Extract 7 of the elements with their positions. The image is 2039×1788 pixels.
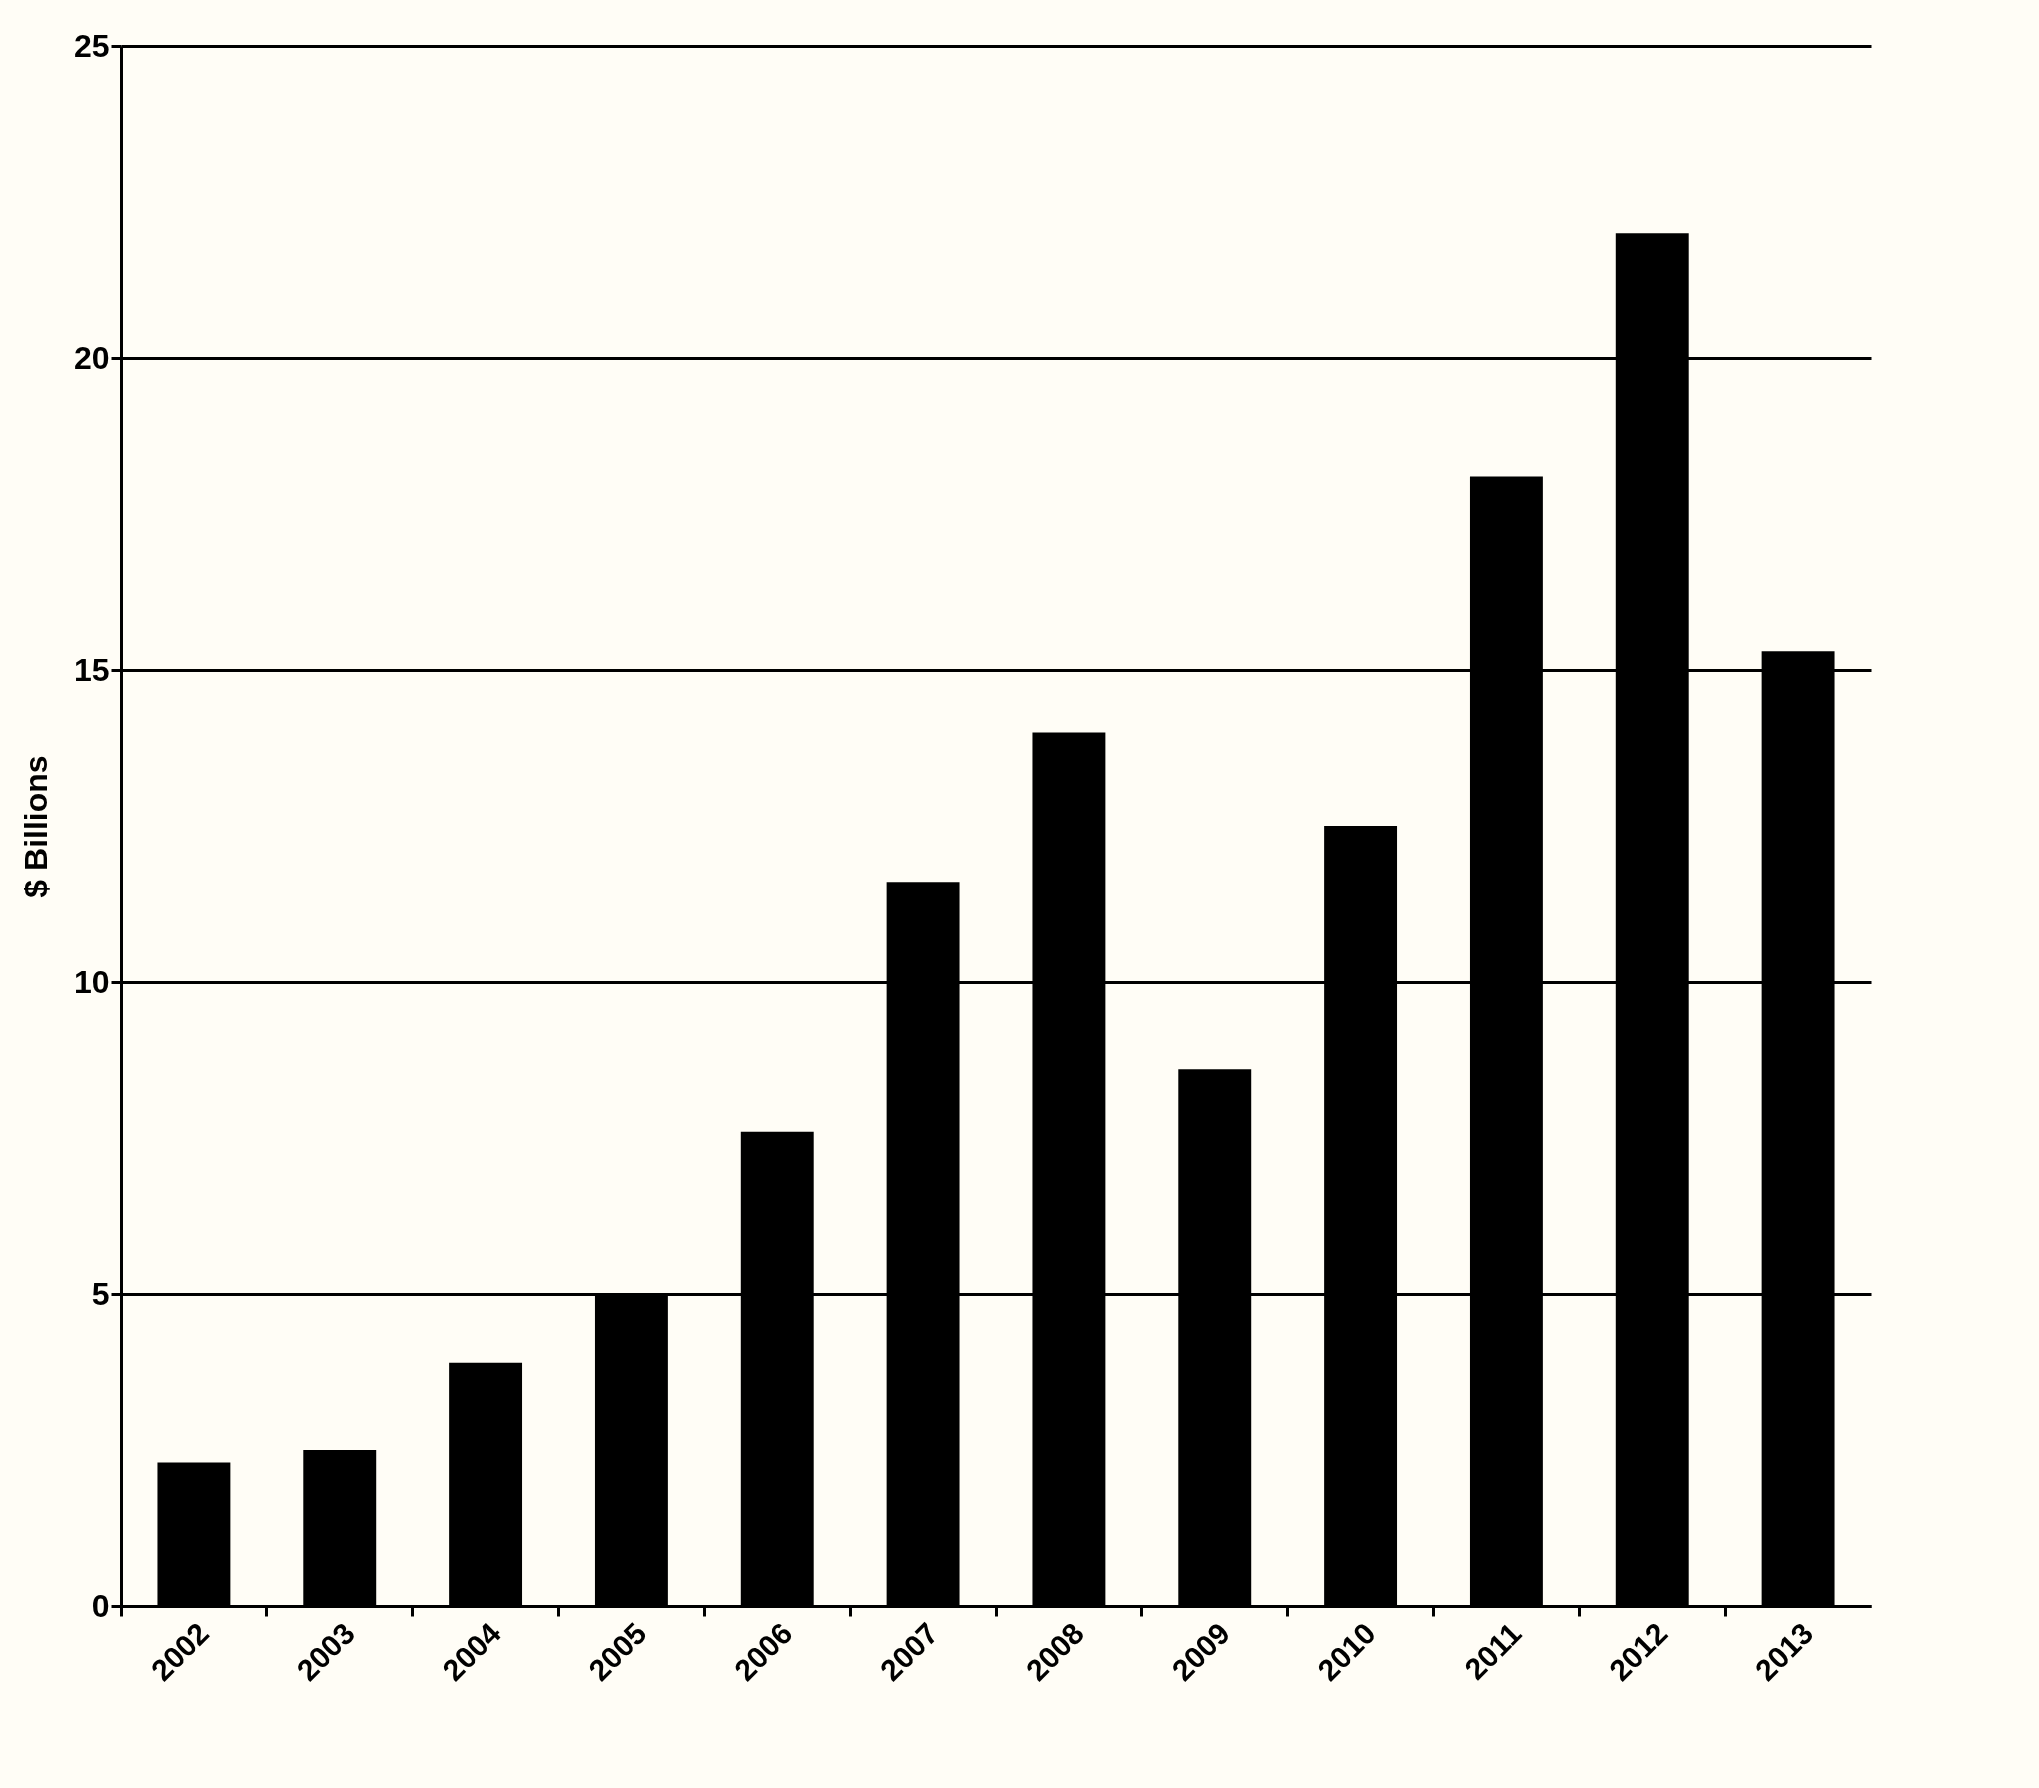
y-tick-label: 15 [73,651,110,688]
y-tick-label: 0 [91,1587,110,1624]
y-tick-label: 5 [91,1275,110,1312]
y-axis-title: $ Billions [17,755,54,898]
y-tick-label: 20 [73,339,110,376]
y-tick-label: 10 [73,963,110,1000]
y-tick-label: 25 [73,27,110,64]
